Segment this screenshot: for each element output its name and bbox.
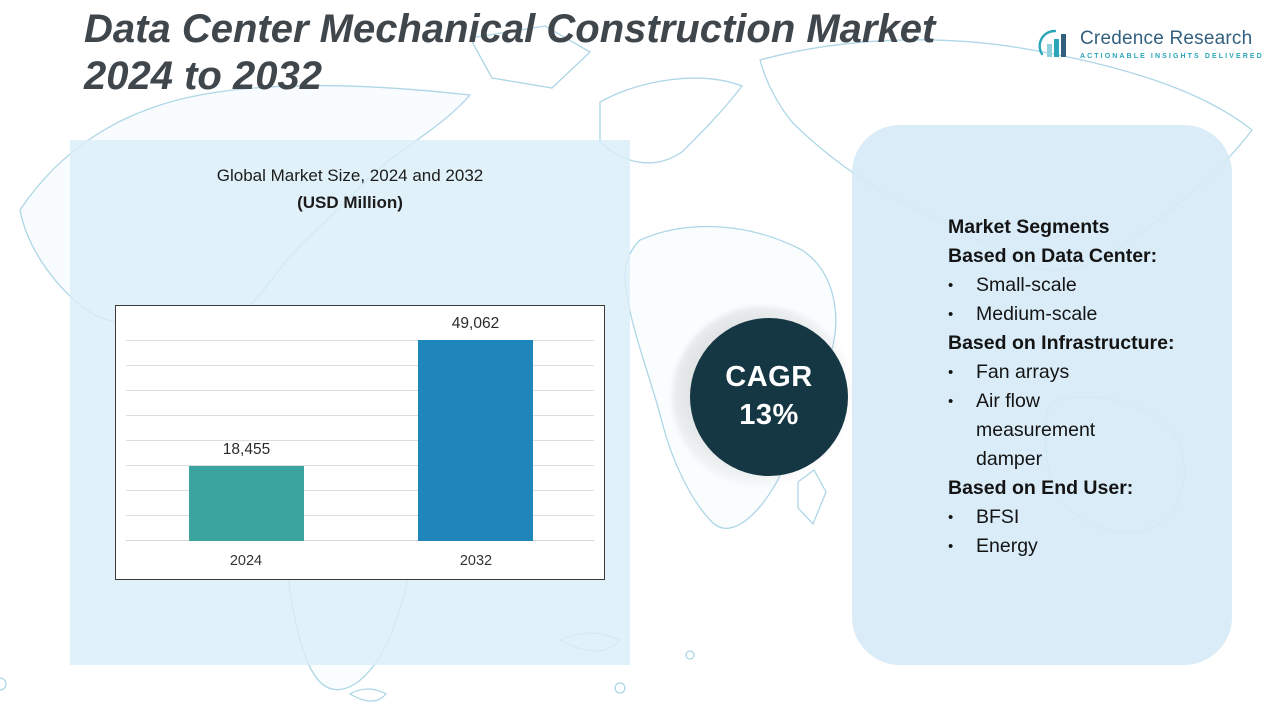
market-segments-panel: Market Segments Based on Data Center: • S…	[852, 125, 1232, 665]
logo-name: Credence Research	[1080, 28, 1253, 49]
bar-2024	[189, 466, 304, 541]
list-item: • Small-scale	[948, 271, 1196, 300]
list-item: • Energy	[948, 532, 1196, 561]
credence-logo: Credence Research Actionable Insights De…	[1038, 28, 1264, 62]
bullet-icon: •	[948, 277, 954, 294]
bar-2032	[418, 340, 533, 541]
cagr-label: CAGR	[725, 361, 813, 394]
segment-heading-infrastructure: Based on Infrastructure:	[948, 332, 1175, 354]
bar-group-2024: 18,455	[189, 441, 304, 541]
segment-list-infrastructure: • Fan arrays • Air flow measurement damper	[948, 358, 1196, 474]
bullet-icon: •	[948, 364, 954, 381]
bullet-icon: •	[948, 306, 954, 323]
x-axis-label-2024: 2024	[229, 553, 263, 569]
chart-title: Global Market Size, 2024 and 2032	[216, 166, 484, 185]
segments-title: Market Segments	[948, 216, 1110, 238]
segment-heading-data-center: Based on Data Center:	[948, 245, 1158, 267]
cagr-value: 13%	[739, 399, 799, 431]
segment-heading-end-user: Based on End User:	[948, 477, 1134, 499]
chart-panel: Global Market Size, 2024 and 2032 (USD M…	[70, 140, 630, 665]
bullet-icon: •	[948, 538, 954, 555]
list-item: • BFSI	[948, 503, 1196, 532]
x-axis-label-2032: 2032	[459, 553, 493, 569]
page-title-line1: Data Center Mechanical Construction Mark…	[84, 7, 936, 51]
credence-logo-icon	[1038, 29, 1066, 57]
chart-subtitle: (USD Million)	[297, 193, 403, 213]
bar-group-2032: 49,062	[418, 315, 533, 541]
segment-list-end-user: • BFSI • Energy	[948, 503, 1196, 561]
bullet-icon: •	[948, 509, 954, 526]
logo-tagline: Actionable Insights Delivered	[1080, 53, 1264, 60]
bullet-icon: •	[948, 393, 954, 410]
cagr-badge: CAGR 13%	[672, 306, 854, 488]
page-title-line2: 2024 to 2032	[84, 54, 322, 99]
list-item: • Medium-scale	[948, 300, 1196, 329]
credence-logo-text: Credence Research Actionable Insights De…	[1080, 28, 1264, 60]
segment-list-data-center: • Small-scale • Medium-scale	[948, 271, 1196, 329]
bar-chart: 18,455 49,062 2024 2032	[115, 305, 605, 580]
bar-value-2024: 18,455	[222, 441, 271, 458]
list-item: • Fan arrays	[948, 358, 1196, 387]
list-item: • Air flow measurement damper	[948, 387, 1196, 474]
bar-value-2032: 49,062	[451, 315, 500, 332]
cagr-badge-circle: CAGR 13%	[690, 318, 848, 476]
chart-heading: Global Market Size, 2024 and 2032 (USD M…	[70, 162, 630, 216]
page-title: Data Center Mechanical Construction Mark…	[84, 6, 1044, 100]
